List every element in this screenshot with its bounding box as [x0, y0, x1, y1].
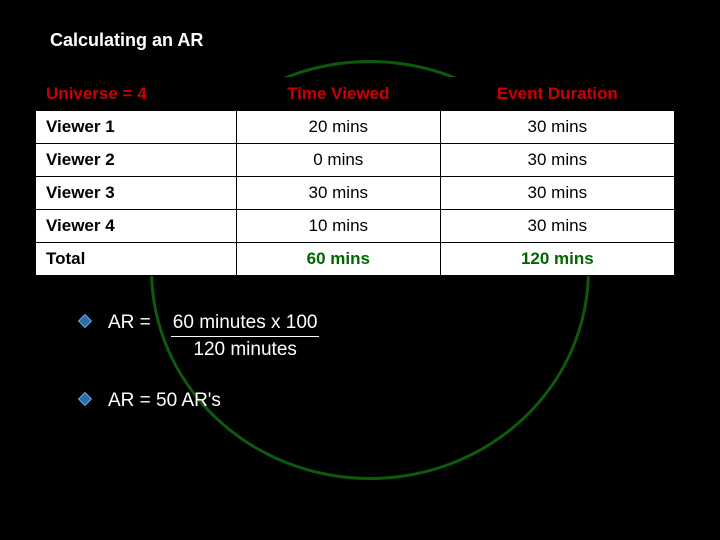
slide-title: Calculating an AR — [50, 30, 670, 51]
diamond-icon — [78, 314, 92, 328]
table-row: Viewer 2 0 mins 30 mins — [36, 144, 675, 177]
col-header-duration: Event Duration — [440, 78, 674, 111]
data-table: Universe = 4 Time Viewed Event Duration … — [35, 77, 675, 276]
bullet-formula: AR = 60 minutes x 100 120 minutes — [80, 310, 670, 362]
formula-label: AR = — [108, 310, 171, 336]
cell-dur: 30 mins — [440, 210, 674, 243]
data-table-wrap: Universe = 4 Time Viewed Event Duration … — [35, 77, 675, 276]
cell-time: 30 mins — [236, 177, 440, 210]
table-row: Viewer 3 30 mins 30 mins — [36, 177, 675, 210]
formula-fraction: 60 minutes x 100 120 minutes — [171, 310, 320, 362]
table-row: Viewer 4 10 mins 30 mins — [36, 210, 675, 243]
diamond-icon — [78, 392, 92, 406]
table-row: Viewer 1 20 mins 30 mins — [36, 111, 675, 144]
cell-dur: 30 mins — [440, 144, 674, 177]
cell-total-label: Total — [36, 243, 237, 276]
col-header-universe: Universe = 4 — [36, 78, 237, 111]
result-text: AR = 50 AR's — [108, 388, 221, 414]
bullet-list: AR = 60 minutes x 100 120 minutes AR = 5… — [80, 310, 670, 414]
formula-denominator: 120 minutes — [171, 337, 320, 363]
cell-time: 20 mins — [236, 111, 440, 144]
cell-viewer: Viewer 2 — [36, 144, 237, 177]
cell-time: 10 mins — [236, 210, 440, 243]
slide: Calculating an AR Universe = 4 Time View… — [0, 0, 720, 540]
cell-time: 0 mins — [236, 144, 440, 177]
table-header-row: Universe = 4 Time Viewed Event Duration — [36, 78, 675, 111]
cell-viewer: Viewer 3 — [36, 177, 237, 210]
cell-total-dur: 120 mins — [440, 243, 674, 276]
bullet-result: AR = 50 AR's — [80, 388, 670, 414]
table-total-row: Total 60 mins 120 mins — [36, 243, 675, 276]
cell-total-time: 60 mins — [236, 243, 440, 276]
cell-dur: 30 mins — [440, 177, 674, 210]
cell-dur: 30 mins — [440, 111, 674, 144]
col-header-time: Time Viewed — [236, 78, 440, 111]
cell-viewer: Viewer 4 — [36, 210, 237, 243]
formula-numerator: 60 minutes x 100 — [171, 310, 320, 337]
cell-viewer: Viewer 1 — [36, 111, 237, 144]
formula-text: AR = 60 minutes x 100 120 minutes — [108, 310, 319, 362]
